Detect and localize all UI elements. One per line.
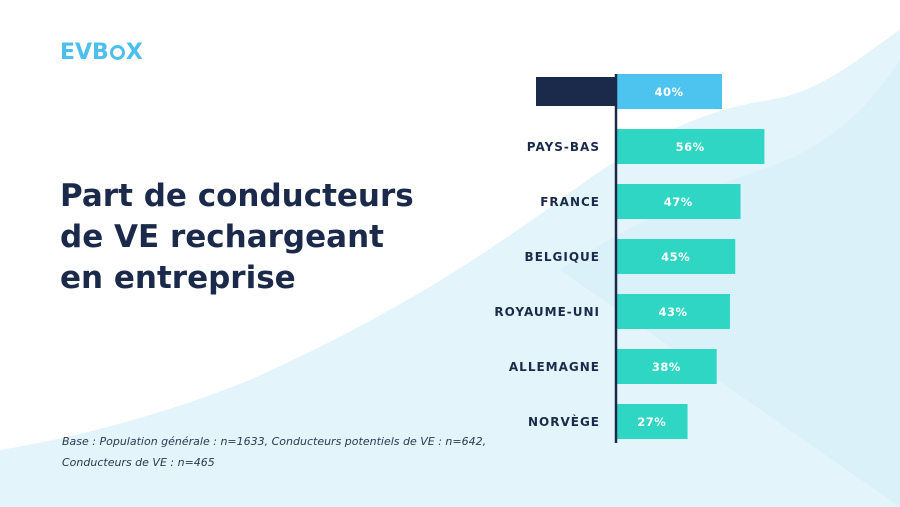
logo-text-x: X bbox=[125, 40, 143, 65]
bar-5 bbox=[616, 349, 717, 384]
value-label-2: 47% bbox=[664, 195, 693, 209]
title-line-2: de VE rechargeant bbox=[60, 219, 384, 255]
value-label-1: 56% bbox=[676, 140, 705, 154]
value-label-5: 38% bbox=[652, 360, 681, 374]
category-label-3: BELGIQUE bbox=[525, 250, 600, 264]
category-label-5: ALLEMAGNE bbox=[509, 360, 600, 374]
title-line-3: en entreprise bbox=[60, 260, 296, 296]
evbox-logo: EVB X bbox=[60, 40, 143, 65]
bar-3 bbox=[616, 239, 736, 274]
value-label-0: 40% bbox=[654, 85, 683, 99]
logo-text-evb: EVB bbox=[60, 40, 109, 65]
base-line-1: Base : Population générale : n=1633, Con… bbox=[62, 435, 487, 448]
page-title: Part de conducteurs de VE rechargeant en… bbox=[60, 176, 440, 299]
bar-0 bbox=[616, 74, 722, 109]
category-label-0: TOTAL bbox=[552, 85, 600, 99]
bar-2 bbox=[616, 184, 741, 219]
value-label-3: 45% bbox=[661, 250, 690, 264]
total-label-bg bbox=[536, 77, 616, 106]
category-label-6: NORVÈGE bbox=[528, 414, 600, 429]
bar-6 bbox=[616, 404, 688, 439]
category-label-1: PAYS-BAS bbox=[527, 140, 600, 154]
logo-ring-icon bbox=[109, 45, 125, 60]
title-line-1: Part de conducteurs bbox=[60, 178, 414, 214]
bar-chart: TOTAL 40% PAYS-BAS 56% FRANCE 47% BELGIQUE 45% R… bbox=[494, 74, 765, 443]
category-label-4: ROYAUME-UNI bbox=[494, 305, 600, 319]
value-label-4: 43% bbox=[658, 305, 687, 319]
bar-1 bbox=[616, 129, 765, 164]
base-line-2: Conducteurs de VE : n=465 bbox=[62, 456, 215, 469]
category-label-2: FRANCE bbox=[540, 195, 600, 209]
base-footnote: Base : Population générale : n=1633, Con… bbox=[62, 431, 487, 473]
value-label-6: 27% bbox=[637, 415, 666, 429]
bar-4 bbox=[616, 294, 730, 329]
